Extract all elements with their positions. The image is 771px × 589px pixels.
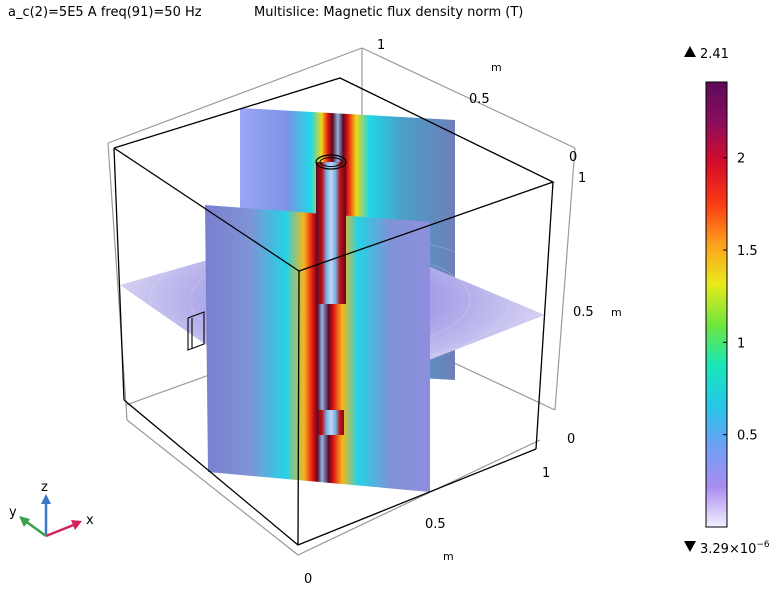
- colorbar-tick-label: 0.5: [737, 429, 758, 444]
- feed-box: [187, 311, 205, 351]
- x-tick-1: 1: [542, 466, 550, 481]
- colorbar-tick-label: 1: [737, 336, 745, 351]
- max-marker-icon: [684, 46, 696, 57]
- x-axis-labels: 0 0.5 1 m: [304, 466, 550, 587]
- triad-z-label: z: [41, 480, 48, 495]
- colorbar-min-label: 3.29×10−6: [700, 540, 770, 557]
- colorbar-max-label: 2.41: [700, 47, 729, 62]
- x-tick-0-5: 0.5: [425, 517, 446, 532]
- y-tick-1: 1: [377, 38, 385, 53]
- colorbar-tick-label: 1.5: [737, 244, 758, 259]
- plot-title: Multislice: Magnetic flux density norm (…: [254, 5, 524, 20]
- y-unit: m: [491, 61, 502, 74]
- z-unit: m: [611, 306, 622, 319]
- y-tick-0-5: 0.5: [469, 92, 490, 107]
- conductor-wire: [315, 154, 347, 435]
- colorbar: 0.5 1 1.5 2 2.41 3.29×10−6: [684, 46, 770, 557]
- x-unit: m: [443, 550, 454, 563]
- triad-y-label: y: [9, 505, 17, 520]
- triad-x-label: x: [86, 513, 94, 528]
- min-marker-icon: [684, 541, 696, 552]
- axis-triad: z x y: [9, 480, 94, 538]
- y-tick-0: 0: [569, 150, 577, 165]
- z-tick-1: 1: [578, 171, 586, 186]
- bounding-box-front: [113, 77, 555, 546]
- z-tick-0: 0: [567, 432, 575, 447]
- x-tick-0: 0: [304, 572, 312, 587]
- colorbar-tick-label: 2: [737, 152, 745, 167]
- z-tick-0-5: 0.5: [573, 305, 594, 320]
- slice-front-vertical: [205, 205, 430, 492]
- z-axis-labels: 0 0.5 1 m: [567, 171, 622, 447]
- y-axis-labels: 0 0.5 1 m: [377, 38, 577, 165]
- parameter-label: a_c(2)=5E5 A freq(91)=50 Hz: [8, 5, 202, 20]
